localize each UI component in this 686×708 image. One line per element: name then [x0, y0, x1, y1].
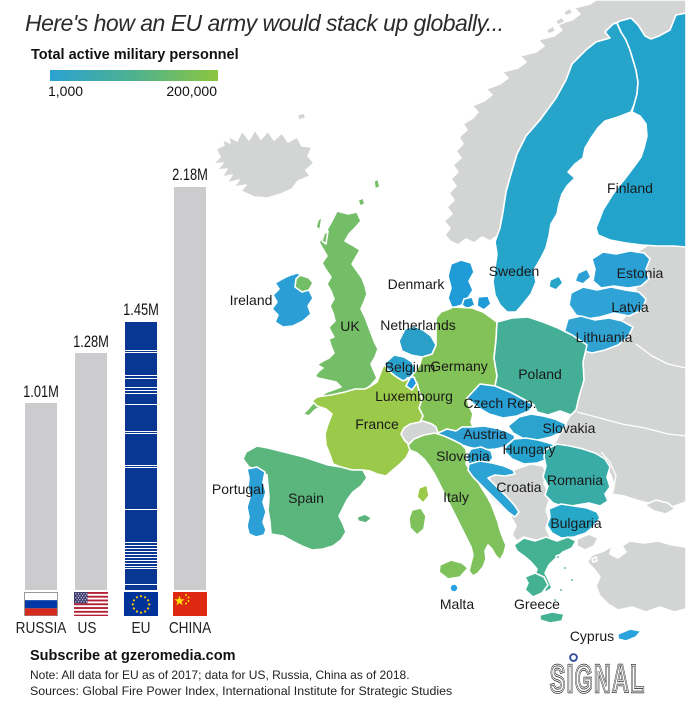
svg-text:Belgium: Belgium	[385, 359, 436, 375]
svg-text:Denmark: Denmark	[388, 276, 446, 292]
svg-text:Poland: Poland	[518, 366, 562, 382]
svg-text:Romania: Romania	[547, 472, 603, 488]
svg-text:SIGNAL: SIGNAL	[550, 657, 646, 701]
svg-text:Italy: Italy	[443, 489, 469, 505]
svg-text:France: France	[355, 416, 399, 432]
svg-text:Sweden: Sweden	[489, 263, 540, 279]
svg-text:Croatia: Croatia	[496, 479, 541, 495]
svg-text:Slovakia: Slovakia	[543, 420, 596, 436]
svg-text:Spain: Spain	[288, 490, 324, 506]
svg-text:Malta: Malta	[440, 596, 474, 612]
svg-text:Germany: Germany	[430, 358, 488, 374]
svg-text:Ireland: Ireland	[230, 292, 273, 308]
svg-text:Greece: Greece	[514, 596, 560, 612]
svg-text:UK: UK	[340, 318, 360, 334]
svg-text:Finland: Finland	[607, 180, 653, 196]
svg-text:Austria: Austria	[463, 426, 507, 442]
svg-text:Luxembourg: Luxembourg	[375, 388, 453, 404]
svg-text:Netherlands: Netherlands	[380, 317, 456, 333]
svg-text:Lithuania: Lithuania	[576, 329, 633, 345]
svg-text:Hungary: Hungary	[503, 441, 556, 457]
svg-text:Portugal: Portugal	[212, 481, 264, 497]
svg-text:Estonia: Estonia	[617, 265, 664, 281]
svg-text:Czech Rep.: Czech Rep.	[463, 395, 536, 411]
svg-text:Slovenia: Slovenia	[436, 448, 490, 464]
svg-text:Cyprus: Cyprus	[570, 628, 614, 644]
svg-text:Bulgaria: Bulgaria	[550, 515, 602, 531]
svg-text:Latvia: Latvia	[611, 299, 649, 315]
svg-text:SIGNAL: SIGNAL	[550, 657, 646, 701]
